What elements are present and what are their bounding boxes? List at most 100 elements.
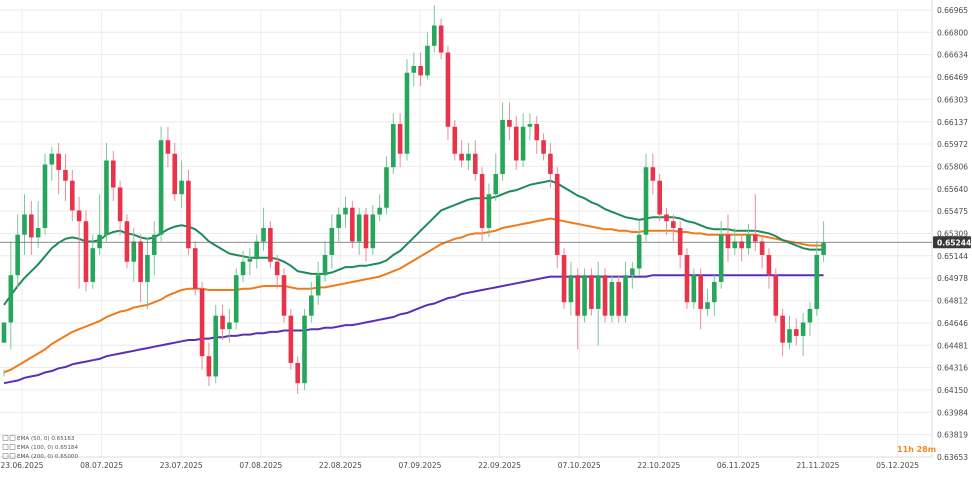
candle — [630, 261, 635, 289]
candle — [602, 268, 608, 323]
candle-body — [766, 254, 772, 276]
candle — [268, 221, 273, 269]
candle — [138, 234, 143, 303]
legend-settings-icon[interactable] — [2, 444, 9, 450]
candle-body — [739, 241, 744, 249]
candle-body — [261, 227, 266, 242]
candle-body — [493, 173, 499, 195]
candle-body — [705, 302, 710, 309]
candle-body — [302, 315, 307, 384]
candle-body — [636, 234, 642, 269]
legend-visibility-icon[interactable] — [9, 435, 16, 441]
legend-visibility-icon[interactable] — [9, 453, 16, 459]
candle — [452, 119, 458, 161]
candle-body — [220, 315, 225, 330]
candle — [780, 308, 785, 357]
candle — [309, 281, 314, 323]
candle — [527, 113, 533, 141]
candle — [70, 169, 75, 222]
candle-body — [1, 322, 7, 343]
candle — [664, 207, 669, 235]
candle-body — [22, 214, 27, 235]
candle-body — [165, 140, 171, 154]
candle-body — [268, 227, 273, 262]
candle — [261, 207, 266, 251]
candle-body — [117, 187, 123, 222]
candle — [541, 133, 546, 161]
candle — [691, 268, 697, 309]
candle-body — [158, 140, 164, 235]
candle-body — [309, 295, 314, 316]
y-tick-label: 0.64978 — [937, 274, 968, 283]
candle-body — [500, 119, 505, 174]
candle-body — [657, 180, 662, 215]
candle-body — [110, 160, 116, 188]
candle — [657, 173, 662, 222]
legend-settings-icon[interactable] — [2, 435, 9, 441]
candle — [192, 241, 198, 296]
y-tick-label: 0.64316 — [937, 364, 968, 373]
candle — [677, 221, 683, 269]
candle — [329, 214, 335, 269]
y-tick-label: 0.66800 — [937, 28, 968, 37]
y-tick-label: 0.63984 — [937, 408, 968, 417]
candle — [493, 153, 499, 201]
candle-body — [350, 207, 355, 242]
candle-body — [281, 275, 287, 316]
x-tick-label: 22.08.2025 — [319, 461, 362, 470]
candle — [295, 356, 300, 394]
candle — [391, 113, 396, 174]
legend-item[interactable]: EMA (50, 0) 0.65163 — [2, 435, 75, 443]
candle-body — [602, 275, 608, 316]
candle — [418, 52, 423, 87]
candle-body — [548, 153, 553, 174]
y-tick-label: 0.64646 — [937, 319, 968, 328]
candle — [213, 304, 219, 384]
candle-body — [213, 315, 219, 377]
candle — [76, 196, 82, 289]
candle-body — [541, 140, 546, 154]
candle — [254, 234, 260, 269]
y-tick-label: 0.63653 — [937, 453, 968, 462]
candle — [445, 45, 451, 141]
last-price-tag — [933, 236, 971, 249]
candle — [356, 207, 362, 255]
candle — [513, 115, 519, 170]
candle — [145, 237, 150, 309]
candle — [110, 151, 116, 201]
candle-body — [513, 126, 519, 161]
ema100-line — [3, 217, 824, 374]
candle-body — [773, 275, 779, 316]
legend-item[interactable]: EMA (100, 0) 0.65184 — [2, 444, 78, 452]
candle — [274, 254, 280, 289]
candle — [350, 200, 355, 249]
candle — [63, 153, 68, 201]
candle — [206, 342, 212, 386]
candle — [459, 140, 464, 168]
candle — [247, 248, 253, 276]
x-axis: 23.06.2025 08.07.2025 23.07.2025 07.08.2025… — [1, 461, 920, 470]
y-tick-label: 0.65806 — [937, 162, 968, 171]
legend-settings-icon[interactable] — [2, 453, 9, 459]
candle-body — [725, 234, 731, 249]
candle — [623, 261, 628, 323]
y-tick-label: 0.64481 — [937, 341, 968, 350]
chart-grid — [0, 0, 933, 458]
candle — [377, 194, 382, 222]
candle — [705, 288, 710, 316]
candle-body — [650, 167, 656, 181]
candle — [220, 304, 225, 340]
candle-body — [643, 167, 649, 235]
candle — [486, 183, 492, 238]
candle-body — [459, 153, 464, 161]
candle-body — [90, 248, 96, 282]
legend-item[interactable]: EMA (200, 0) 0.65000 — [2, 453, 78, 461]
candle-body — [404, 72, 410, 154]
candle-body — [582, 275, 587, 316]
candle-body — [288, 315, 294, 363]
legend-visibility-icon[interactable] — [9, 444, 16, 450]
candle-body — [138, 241, 143, 282]
candle-body — [83, 221, 89, 282]
candle — [479, 167, 485, 242]
